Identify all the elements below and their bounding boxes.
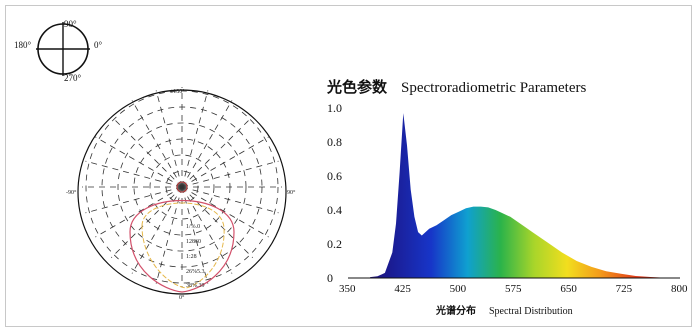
x-axis-label: Spectral Distribution — [489, 306, 573, 317]
polar-bottom-label: 0° — [179, 294, 185, 301]
compass-bottom-label: 270° — [64, 73, 82, 83]
polar-ring-label-3: 1:28 — [186, 254, 197, 260]
x-tick-label: 650 — [560, 283, 577, 295]
polar-spoke — [181, 186, 253, 258]
compass-left-label: 180° — [14, 40, 32, 50]
polar-spoke — [155, 90, 183, 188]
chart-title: Spectroradiometric Parameters — [401, 80, 587, 96]
x-tick-label: 425 — [394, 283, 411, 295]
polar-curve-c90 — [141, 202, 225, 289]
y-tick-labels: 0 0.2 0.4 0.6 0.8 1.0 — [327, 101, 342, 285]
x-tick-label: 500 — [450, 283, 467, 295]
polar-ring-label-2: 12860 — [186, 239, 201, 245]
polar-center-marker — [176, 181, 188, 193]
polar-spoke — [181, 186, 269, 238]
y-tick-label: 1.0 — [327, 101, 342, 115]
compass-diagram: 90° 180° 0° 270° — [14, 19, 103, 83]
polar-grid — [82, 87, 282, 287]
x-tick-labels: 350 425 500 575 650 725 800 — [339, 283, 688, 295]
polar-top-label: ±180° — [170, 88, 185, 95]
polar-spoke — [181, 160, 279, 188]
polar-spoke — [131, 100, 183, 188]
y-tick-label: 0.2 — [327, 237, 342, 251]
y-tick-label: 0.4 — [327, 203, 342, 217]
polar-ring — [117, 122, 247, 252]
polar-spoke — [95, 136, 183, 188]
polar-ring-label-1: 1/%.0 — [186, 224, 200, 230]
polar-light-distribution: ±180° -90° 90° 0° 1/%.0 12860 1:28 26%5.… — [66, 87, 296, 301]
polar-right-label: 90° — [287, 189, 296, 196]
polar-spoke — [181, 186, 233, 274]
chart-title-cjk: 光色参数 — [326, 78, 388, 96]
polar-spoke — [95, 186, 183, 238]
polar-curve-c0 — [129, 199, 235, 293]
polar-outer-circle — [77, 89, 287, 295]
polar-ring — [85, 90, 279, 284]
y-tick-label: 0 — [327, 271, 333, 285]
y-tick-label: 0.6 — [327, 169, 342, 183]
polar-spoke — [181, 116, 253, 188]
x-tick-label: 800 — [671, 283, 688, 295]
polar-ring-label-5: 38%.39 — [186, 283, 205, 289]
polar-spoke — [181, 90, 209, 188]
y-tick-label: 0.8 — [327, 135, 342, 149]
figure-frame — [5, 5, 692, 327]
x-axis-label-cjk: 光谱分布 — [435, 304, 476, 317]
x-tick-label: 575 — [505, 283, 522, 295]
compass-right-label: 0° — [94, 40, 103, 50]
spectrum-chart: 光色参数 Spectroradiometric Parameters 350 42… — [326, 78, 688, 317]
spectrum-area — [370, 113, 666, 278]
polar-spoke — [181, 186, 209, 284]
compass-top-label: 90° — [64, 19, 77, 29]
polar-spoke — [85, 186, 183, 214]
polar-spoke — [111, 116, 183, 188]
polar-spoke — [181, 186, 279, 214]
polar-spoke — [131, 186, 183, 274]
polar-spoke — [111, 186, 183, 258]
polar-spoke — [85, 160, 183, 188]
polar-left-label: -90° — [66, 189, 77, 196]
polar-ring-label-4: 26%5.3 — [186, 269, 205, 275]
polar-spoke — [181, 100, 233, 188]
polar-ring — [149, 154, 215, 220]
x-tick-label: 350 — [339, 283, 356, 295]
polar-spoke — [181, 136, 269, 188]
x-tick-label: 725 — [616, 283, 633, 295]
